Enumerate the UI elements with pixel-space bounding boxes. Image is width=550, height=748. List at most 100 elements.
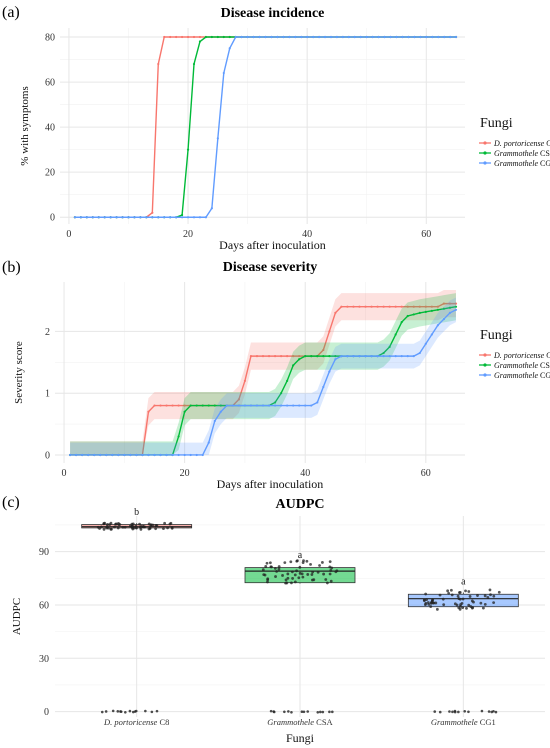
jitter-point-zero <box>453 709 457 713</box>
jitter-point-zero <box>467 710 470 714</box>
jitter-point <box>427 602 431 606</box>
data-point <box>249 404 253 407</box>
data-point <box>159 453 162 457</box>
legend-key-point <box>483 353 487 357</box>
data-point <box>436 324 439 327</box>
data-point <box>292 355 295 358</box>
data-point <box>449 35 452 39</box>
data-point <box>334 358 337 361</box>
jitter-point-zero <box>319 710 322 714</box>
jitter-point <box>486 595 490 599</box>
data-point <box>328 330 331 333</box>
jitter-point-zero <box>438 710 442 714</box>
jitter-point-zero <box>448 710 451 713</box>
jitter-point <box>301 575 305 579</box>
data-point <box>115 216 118 219</box>
jitter-point <box>170 526 174 529</box>
data-point <box>85 216 88 219</box>
y-tick-label: 30 <box>39 654 49 665</box>
data-point <box>400 305 403 308</box>
jitter-point <box>163 521 167 525</box>
legend-key-point <box>483 373 487 377</box>
data-point <box>437 35 440 39</box>
data-point <box>419 35 422 39</box>
data-point <box>304 404 307 407</box>
box-dp: b D. portoricense C8 <box>81 507 193 727</box>
jitter-point <box>261 568 265 572</box>
data-point <box>322 355 325 358</box>
y-tick-label: 0 <box>45 450 50 461</box>
data-point <box>249 355 253 358</box>
panel-c: b D. portoricense C8 a Grammothele CSA a Gram… <box>2 494 545 745</box>
jitter-point <box>467 590 471 593</box>
jitter-point <box>450 593 454 597</box>
data-point <box>264 35 267 39</box>
data-point <box>288 35 291 39</box>
data-point <box>340 355 343 358</box>
data-point <box>334 311 337 314</box>
data-point <box>442 307 445 310</box>
y-tick-label: 80 <box>45 33 55 44</box>
series-cg1 <box>73 35 458 219</box>
jitter-point <box>283 561 287 565</box>
data-point <box>147 453 150 457</box>
data-point <box>310 355 313 358</box>
panel-a: 0 20 40 60 0 20 40 60 80 Disease incidence (a) Days… <box>2 4 550 252</box>
jitter-point <box>457 597 461 601</box>
data-point <box>219 410 222 413</box>
jitter-point-zero <box>100 710 104 714</box>
data-point <box>443 35 446 39</box>
jitter-point <box>318 564 321 567</box>
jitter-point-zero <box>111 709 115 713</box>
jitter-point <box>310 573 314 576</box>
data-point <box>300 35 303 39</box>
jitter-point <box>435 607 439 611</box>
legend: Fungi D. portoricense C8Grammothele CSAGr… <box>479 116 550 168</box>
jitter-point <box>329 569 333 572</box>
data-point <box>165 453 168 457</box>
jitter-point <box>492 601 496 605</box>
chart-title: AUDPC <box>276 497 325 512</box>
data-point <box>198 40 202 43</box>
data-point <box>157 216 160 219</box>
data-point <box>99 453 102 457</box>
chart-title: Disease severity <box>223 260 317 275</box>
data-point <box>352 305 355 308</box>
data-point <box>139 216 142 219</box>
jitter-point <box>424 592 428 596</box>
jitter-point <box>277 567 281 571</box>
data-point <box>73 216 76 219</box>
data-point <box>322 385 325 389</box>
data-point <box>270 35 273 39</box>
data-point <box>195 453 198 457</box>
jitter-point <box>116 526 120 530</box>
jitter-point <box>446 589 450 593</box>
data-point <box>388 355 391 358</box>
y-tick-label: 90 <box>39 547 49 558</box>
jitter-point <box>262 573 266 576</box>
x-tick-label: D. portoricense C8 <box>103 717 169 727</box>
jitter-point <box>296 559 299 563</box>
jitter-point-zero <box>328 710 331 714</box>
data-point <box>382 305 385 308</box>
jitter-point <box>312 578 316 582</box>
jitter-point <box>305 559 309 563</box>
data-point <box>246 35 249 39</box>
data-point <box>198 216 202 219</box>
data-point <box>216 35 219 39</box>
jitter-point <box>438 593 442 597</box>
data-point <box>169 35 172 39</box>
jitter-point <box>434 601 438 605</box>
data-point <box>204 35 208 39</box>
x-tick-label: Grammothele CG1 <box>431 717 496 727</box>
data-point <box>234 35 237 39</box>
data-point <box>243 379 247 382</box>
data-point <box>151 211 154 214</box>
jitter-point <box>447 592 451 595</box>
jitter-point <box>297 576 301 580</box>
panel-label: (a) <box>2 4 20 21</box>
data-point <box>376 305 379 308</box>
legend: Fungi D. portoricense C8Grammothele CSAGr… <box>479 328 550 380</box>
data-point <box>171 453 174 457</box>
box-iqr <box>244 567 356 584</box>
